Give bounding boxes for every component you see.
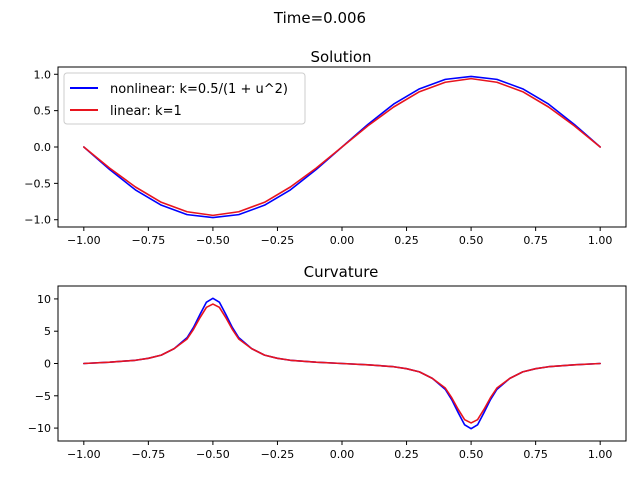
curvature-y-tick-label: 5: [44, 325, 51, 338]
solution-y-axis: 1.0 0.5 0.0 −0.5 −1.0: [24, 68, 58, 227]
legend-box: [63, 72, 306, 125]
curvature-y-tick-label: 10: [37, 293, 51, 306]
solution-title: Solution: [310, 48, 371, 66]
solution-y-tick-label: 0.0: [34, 141, 52, 154]
solution-x-tick-label: 0.50: [459, 234, 484, 247]
solution-y-tick-label: −1.0: [24, 214, 51, 227]
solution-x-tick-label: −0.50: [196, 234, 230, 247]
solution-panel: Solution −1.00 −0.75 −0.50 −0.25 0.00 0.25 0.5…: [24, 48, 627, 247]
curvature-y-tick-label: −5: [35, 390, 51, 403]
solution-x-tick-label: −0.75: [132, 234, 166, 247]
solution-x-tick-label: 1.00: [588, 234, 613, 247]
solution-y-tick-label: 1.0: [34, 68, 52, 81]
legend-linear-label: linear: k=1: [110, 104, 182, 119]
curvature-x-tick-label: 1.00: [588, 448, 613, 461]
solution-x-tick-label: −1.00: [67, 234, 101, 247]
curvature-x-axis: −1.00 −0.75 −0.50 −0.25 0.00 0.25 0.50 0.75 1.00: [67, 441, 612, 461]
curvature-title: Curvature: [304, 263, 379, 281]
curvature-y-tick-label: 0: [44, 358, 51, 371]
curvature-x-tick-label: −0.75: [132, 448, 166, 461]
solution-x-tick-label: 0.25: [394, 234, 419, 247]
curvature-x-tick-label: 0.50: [459, 448, 484, 461]
solution-x-tick-label: 0.00: [330, 234, 355, 247]
curvature-x-tick-label: −0.25: [261, 448, 295, 461]
curvature-series-linear-line: [83, 303, 601, 424]
curvature-x-tick-label: 0.00: [330, 448, 355, 461]
solution-x-tick-label: 0.75: [523, 234, 548, 247]
solution-y-tick-label: −0.5: [24, 177, 51, 190]
solution-series-layer: [83, 75, 601, 219]
solution-x-tick-label: −0.25: [261, 234, 295, 247]
curvature-x-tick-label: 0.75: [523, 448, 548, 461]
curvature-x-tick-label: 0.25: [394, 448, 419, 461]
solution-y-tick-label: 0.5: [34, 105, 52, 118]
solution-x-axis: −1.00 −0.75 −0.50 −0.25 0.00 0.25 0.50 0.75 1.00: [67, 227, 612, 247]
curvature-y-tick-label: −10: [28, 422, 51, 435]
solution-series-linear-line: [83, 77, 601, 217]
curvature-panel: Curvature −1.00 −0.75 −0.50 −0.25 0.00 0.25 0.…: [28, 263, 627, 461]
curvature-y-axis: 10 5 0 −5 −10: [28, 293, 58, 435]
legend-nonlinear-label: nonlinear: k=0.5/(1 + u^2): [110, 82, 288, 97]
curvature-x-tick-label: −0.50: [196, 448, 230, 461]
curvature-x-tick-label: −1.00: [67, 448, 101, 461]
figure-suptitle: Time=0.006: [273, 9, 366, 27]
curvature-series-layer: [83, 297, 601, 430]
solution-legend: nonlinear: k=0.5/(1 + u^2) linear: k=1: [63, 72, 306, 125]
